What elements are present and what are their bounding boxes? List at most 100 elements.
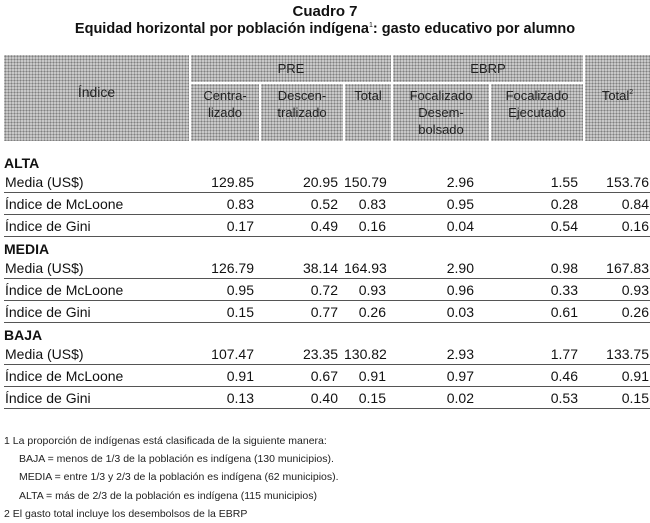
footnote-1-baja: BAJA = menos de 1/3 de la población es i…	[19, 453, 334, 466]
header-centralizado-line1: Centra-	[203, 88, 247, 103]
row-label: Índice de Gini	[4, 300, 190, 323]
table-cell: 0.16	[584, 214, 650, 237]
table-cell: 0.93	[584, 278, 650, 301]
header-fe-line1: Focalizado	[505, 88, 569, 103]
header-fd-line2: Desem-	[418, 105, 464, 120]
table-cell: 130.82	[344, 343, 392, 365]
section-label: ALTA	[4, 155, 40, 171]
table-cell: 150.79	[344, 171, 392, 193]
row-label: Índice de Gini	[4, 214, 190, 237]
table-cell: 0.72	[260, 278, 344, 301]
table-cell: 0.52	[260, 192, 344, 215]
header-focalizado-ejecutado: Focalizado Ejecutado	[489, 83, 584, 143]
row-label: Índice de McLoone	[4, 192, 190, 215]
table-cell: 0.61	[490, 300, 584, 323]
table-cell: 0.83	[344, 192, 392, 215]
header-fd-line1: Focalizado	[409, 88, 473, 103]
table-number: Cuadro 7	[292, 3, 358, 20]
header-focalizado-desembolsado: Focalizado Desem- bolsado	[391, 83, 490, 143]
footnote-1-alta: ALTA = más de 2/3 de la población es ind…	[19, 489, 317, 502]
table-row: Media (US$) 126.79 38.14 164.93 2.90 0.98 167.…	[4, 257, 650, 279]
table-cell: 2.90	[392, 257, 490, 279]
header-group-ebrp: EBRP	[391, 55, 584, 84]
header-total-2-label: Total	[601, 88, 630, 103]
row-label: Media (US$)	[4, 257, 190, 279]
table-cell: 1.55	[490, 171, 584, 193]
header-descentralizado-line1: Descen-	[277, 88, 327, 103]
row-label: Índice de McLoone	[4, 364, 190, 387]
table-cell: 0.91	[190, 364, 260, 387]
table-cell: 0.26	[344, 300, 392, 323]
table-title-text: Equidad horizontal por población indígen…	[74, 21, 369, 37]
table-cell: 0.26	[584, 300, 650, 323]
table-cell: 0.03	[392, 300, 490, 323]
data-table: Índice PRE EBRP Total2 Centra- lizado De…	[4, 55, 650, 409]
table-cell: 0.33	[490, 278, 584, 301]
table-cell: 0.28	[490, 192, 584, 215]
table-cell: 0.15	[190, 300, 260, 323]
header-centralizado: Centra- lizado	[189, 83, 260, 143]
table-cell: 0.46	[490, 364, 584, 387]
header-total-2: Total2	[583, 55, 650, 143]
table-title: Equidad horizontal por población indígen…	[0, 21, 650, 37]
table-cell: 133.75	[584, 343, 650, 365]
table-cell: 2.93	[392, 343, 490, 365]
section-row: ALTA	[4, 151, 650, 171]
table-cell: 38.14	[260, 257, 344, 279]
table-row: Índice de McLoone 0.95 0.72 0.93 0.96 0.33 0.9…	[4, 278, 650, 301]
table-row: Índice de McLoone 0.91 0.67 0.91 0.97 0.46 0.9…	[4, 364, 650, 387]
table-body: ALTA Media (US$) 129.85 20.95 150.79 2.96 1.55…	[4, 151, 650, 409]
table-cell: 0.15	[584, 386, 650, 409]
table-cell: 0.95	[190, 278, 260, 301]
header-spacer	[4, 142, 650, 151]
table-cell: 0.93	[344, 278, 392, 301]
footnote-ref-2: 2	[629, 89, 634, 96]
table-cell: 0.54	[490, 214, 584, 237]
table-cell: 0.16	[344, 214, 392, 237]
table-cell: 0.91	[584, 364, 650, 387]
table-cell: 23.35	[260, 343, 344, 365]
footnotes: 1 La proporción de indígenas está clasif…	[4, 432, 339, 523]
table-cell: 0.83	[190, 192, 260, 215]
table-row: Índice de Gini 0.17 0.49 0.16 0.04 0.54 0.16	[4, 214, 650, 237]
table-cell: 129.85	[190, 171, 260, 193]
row-label: Media (US$)	[4, 343, 190, 365]
table-cell: 0.49	[260, 214, 344, 237]
footnote-1-media: MEDIA = entre 1/3 y 2/3 de la población …	[19, 471, 339, 484]
table-row: Índice de Gini 0.13 0.40 0.15 0.02 0.53 0.15	[4, 386, 650, 409]
table-cell: 2.96	[392, 171, 490, 193]
section-row: BAJA	[4, 323, 650, 343]
table-cell: 126.79	[190, 257, 260, 279]
header-group-pre: PRE	[189, 55, 392, 84]
footnote-2: 2 El gasto total incluye los desembolsos…	[4, 507, 248, 520]
table-cell: 0.84	[584, 192, 650, 215]
table-row: Índice de McLoone 0.83 0.52 0.83 0.95 0.28 0.8…	[4, 192, 650, 215]
section-row: MEDIA	[4, 237, 650, 257]
table-cell: 20.95	[260, 171, 344, 193]
table-title-tail: : gasto educativo por alumno	[372, 21, 576, 37]
section-label: MEDIA	[4, 241, 50, 257]
table-cell: 153.76	[584, 171, 650, 193]
table-cell: 0.98	[490, 257, 584, 279]
table-row: Media (US$) 107.47 23.35 130.82 2.93 1.77 133.…	[4, 343, 650, 365]
table-cell: 0.96	[392, 278, 490, 301]
table-cell: 0.91	[344, 364, 392, 387]
table-cell: 0.17	[190, 214, 260, 237]
header-descentralizado-line2: tralizado	[277, 105, 327, 120]
header-total: Total	[343, 83, 392, 143]
table-cell: 164.93	[344, 257, 392, 279]
table-cell: 0.67	[260, 364, 344, 387]
table-row: Media (US$) 129.85 20.95 150.79 2.96 1.55 153.…	[4, 171, 650, 193]
header-fd-line3: bolsado	[418, 122, 464, 137]
table-cell: 0.77	[260, 300, 344, 323]
table-cell: 0.04	[392, 214, 490, 237]
table-row: Índice de Gini 0.15 0.77 0.26 0.03 0.61 0.26	[4, 300, 650, 323]
row-label: Índice de Gini	[4, 386, 190, 409]
table-cell: 0.97	[392, 364, 490, 387]
header-indice: Índice	[4, 55, 190, 143]
table-cell: 167.83	[584, 257, 650, 279]
table-cell: 0.95	[392, 192, 490, 215]
table-cell: 107.47	[190, 343, 260, 365]
row-label: Media (US$)	[4, 171, 190, 193]
footnote-ref-1: 1	[368, 22, 373, 29]
